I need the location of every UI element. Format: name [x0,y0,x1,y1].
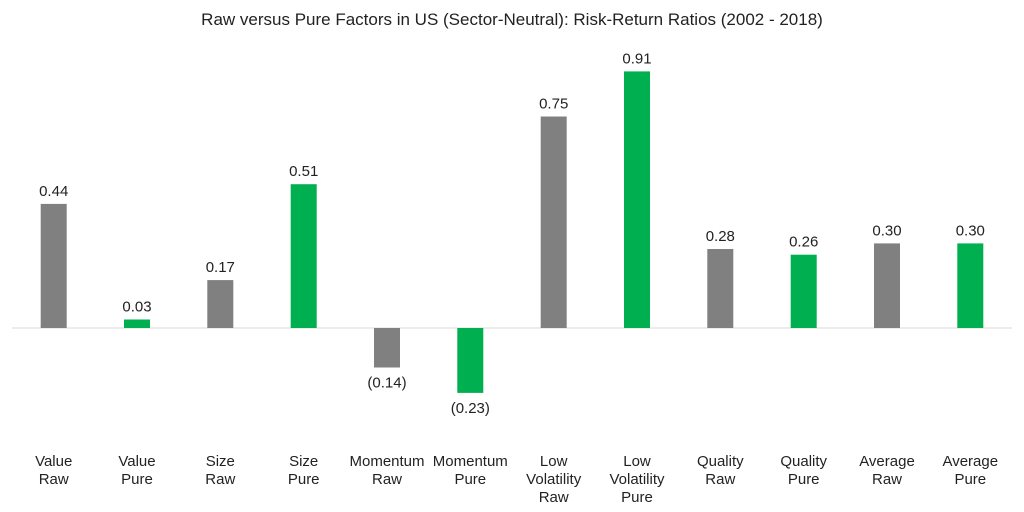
category-label: Low Volatility Pure [609,453,665,506]
category-label: Average Pure [942,453,998,488]
data-label: 0.75 [539,96,568,113]
category-label-line: Pure [954,471,986,488]
category-label: Value Pure [118,453,155,488]
category-label-line: Value [118,453,155,470]
category-label: Quality Raw [697,453,744,488]
data-label: 0.44 [39,183,68,200]
category-label: Quality Pure [780,453,827,488]
category-label-line: Quality [697,453,744,470]
category-label-line: Pure [788,471,820,488]
category-label-line: Raw [539,489,569,506]
category-label-line: Volatility [526,471,582,488]
bar [290,184,317,328]
bar [957,243,984,328]
category-label-line: Average [859,453,915,470]
bar [207,280,234,328]
bar [457,328,484,393]
category-label-line: Momentum [349,453,424,470]
data-label: (0.23) [451,400,490,417]
category-label-line: Size [206,453,235,470]
data-label: 0.03 [122,299,151,316]
data-label: 0.51 [289,163,318,180]
category-label-line: Pure [288,471,320,488]
category-label: Low Volatility Raw [526,453,582,506]
category-label-line: Raw [705,471,735,488]
bar [124,319,150,328]
category-label: Momentum Raw [349,453,424,488]
data-label: 0.26 [789,234,818,251]
data-label: (0.14) [367,375,406,392]
bar [540,116,567,328]
category-label-line: Volatility [609,471,665,488]
category-label: Value Raw [35,453,72,488]
category-label-line: Quality [780,453,827,470]
bar [790,254,817,328]
category-label: Size Pure [288,453,320,488]
data-label: 0.28 [706,228,735,245]
category-label-line: Raw [372,471,402,488]
category-label-line: Raw [205,471,235,488]
bar [374,328,400,368]
category-label-line: Raw [39,471,69,488]
category-label-line: Pure [454,471,486,488]
category-label: Size Raw [205,453,235,488]
category-label-line: Average [942,453,998,470]
category-label-line: Low [623,453,651,470]
category-label-line: Pure [121,471,153,488]
data-label: 0.91 [622,50,651,67]
data-label: 0.30 [872,222,901,239]
category-label: Momentum Pure [433,453,508,488]
category-label-line: Pure [621,489,653,506]
category-label: Average Raw [859,453,915,488]
data-label: 0.30 [956,222,985,239]
category-label-line: Size [289,453,318,470]
category-label-line: Momentum [433,453,508,470]
category-label-line: Raw [872,471,902,488]
category-label-line: Low [540,453,568,470]
bar [624,71,650,329]
bar [40,203,67,328]
bar [874,243,900,328]
chart-title: Raw versus Pure Factors in US (Sector-Ne… [201,10,823,29]
bar [707,249,734,328]
category-label-line: Value [35,453,72,470]
data-label: 0.17 [206,259,235,276]
